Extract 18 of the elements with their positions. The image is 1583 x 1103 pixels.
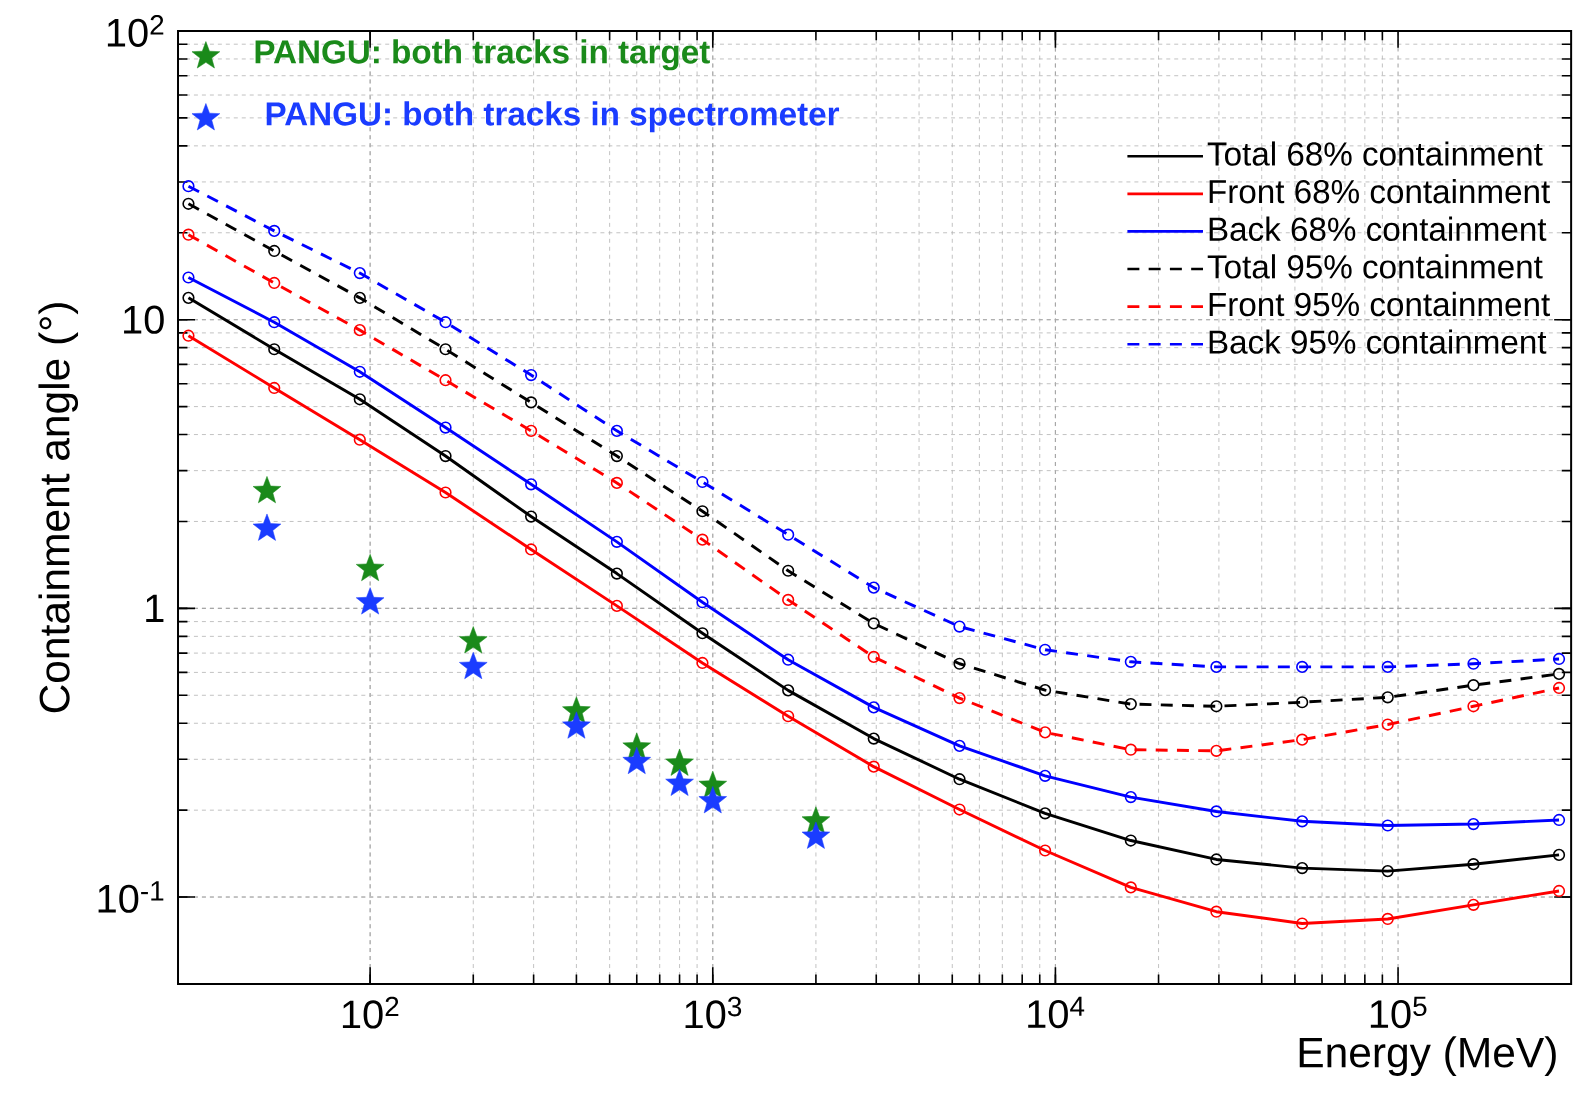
y-tick-label: 10$^{-1}$ <box>98 881 164 913</box>
y-tick-label: 1 <box>146 594 164 623</box>
x-tick-label: 10$^{4}$ <box>1028 996 1085 1029</box>
legend-label: PANGU: both tracks in target <box>255 39 710 71</box>
y-axis-title: Containment angle (°) <box>38 303 79 713</box>
x-tick-label: 10$^{5}$ <box>1370 996 1427 1029</box>
y-tick-label: 10 <box>124 305 164 334</box>
legend-label: Total 95% containment <box>1207 254 1543 279</box>
legend-label: Front 68% containment <box>1209 179 1550 204</box>
x-axis-title: Energy (MeV) <box>1299 1036 1556 1076</box>
legend-label: PANGU: both tracks in spectrometer <box>266 101 840 133</box>
x-tick-label: 10$^{2}$ <box>342 996 399 1029</box>
legend-label: Total 68% containment <box>1207 141 1543 166</box>
legend-label: Front 95% containment <box>1209 291 1550 317</box>
x-tick-label: 10$^{3}$ <box>685 996 742 1029</box>
y-tick-label: 10$^{2}$ <box>107 15 164 47</box>
legend-label: Back 95% containment <box>1209 329 1547 354</box>
legend-label: Back 68% containment <box>1209 216 1547 242</box>
